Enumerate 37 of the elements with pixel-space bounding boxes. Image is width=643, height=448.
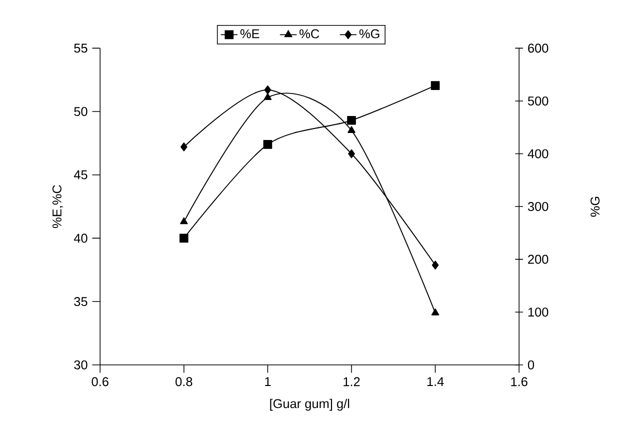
point (431, 308, 440, 316)
x-tick-label: 1.6 (511, 376, 528, 386)
point (348, 149, 355, 158)
legend-label: %C (300, 29, 320, 38)
y-tick-label: 35 (74, 296, 88, 306)
y-axis-title: %E,%C (52, 184, 63, 228)
point (263, 140, 272, 149)
x-tick-label: 0.6 (92, 376, 108, 386)
y-tick-label: 55 (74, 44, 88, 52)
x-tick-label: 1.4 (427, 376, 444, 386)
y-tick-label: 30 (74, 360, 88, 370)
point (180, 142, 188, 152)
y2-tick-label: 500 (528, 96, 548, 106)
legend-label: %E (240, 29, 260, 38)
x-tick-label: 1 (265, 376, 271, 386)
y2-tick-label: 0 (528, 360, 534, 370)
y2-tick-label: 400 (528, 149, 548, 158)
y2-tick-label: 600 (528, 43, 548, 52)
point (347, 116, 356, 125)
y2-tick-label: 200 (528, 254, 548, 264)
point (264, 92, 272, 100)
point (430, 80, 440, 90)
y2-tick-label: 300 (528, 202, 548, 211)
y-tick-label: 50 (74, 106, 88, 116)
point (432, 260, 439, 270)
x-axis-title: [Guar gum] g/l (270, 398, 350, 410)
x-tick-label: 1.2 (344, 376, 360, 386)
y2-axis-title: %G (590, 196, 600, 216)
y-tick-label: 45 (74, 170, 88, 180)
legend-label: %G (359, 29, 380, 38)
y2-tick-label: 100 (528, 307, 548, 316)
point (348, 126, 356, 133)
y-tick-label: 40 (74, 233, 88, 242)
x-tick-label: 0.8 (176, 376, 192, 386)
point (180, 217, 188, 224)
point (264, 85, 272, 94)
point (180, 234, 188, 242)
